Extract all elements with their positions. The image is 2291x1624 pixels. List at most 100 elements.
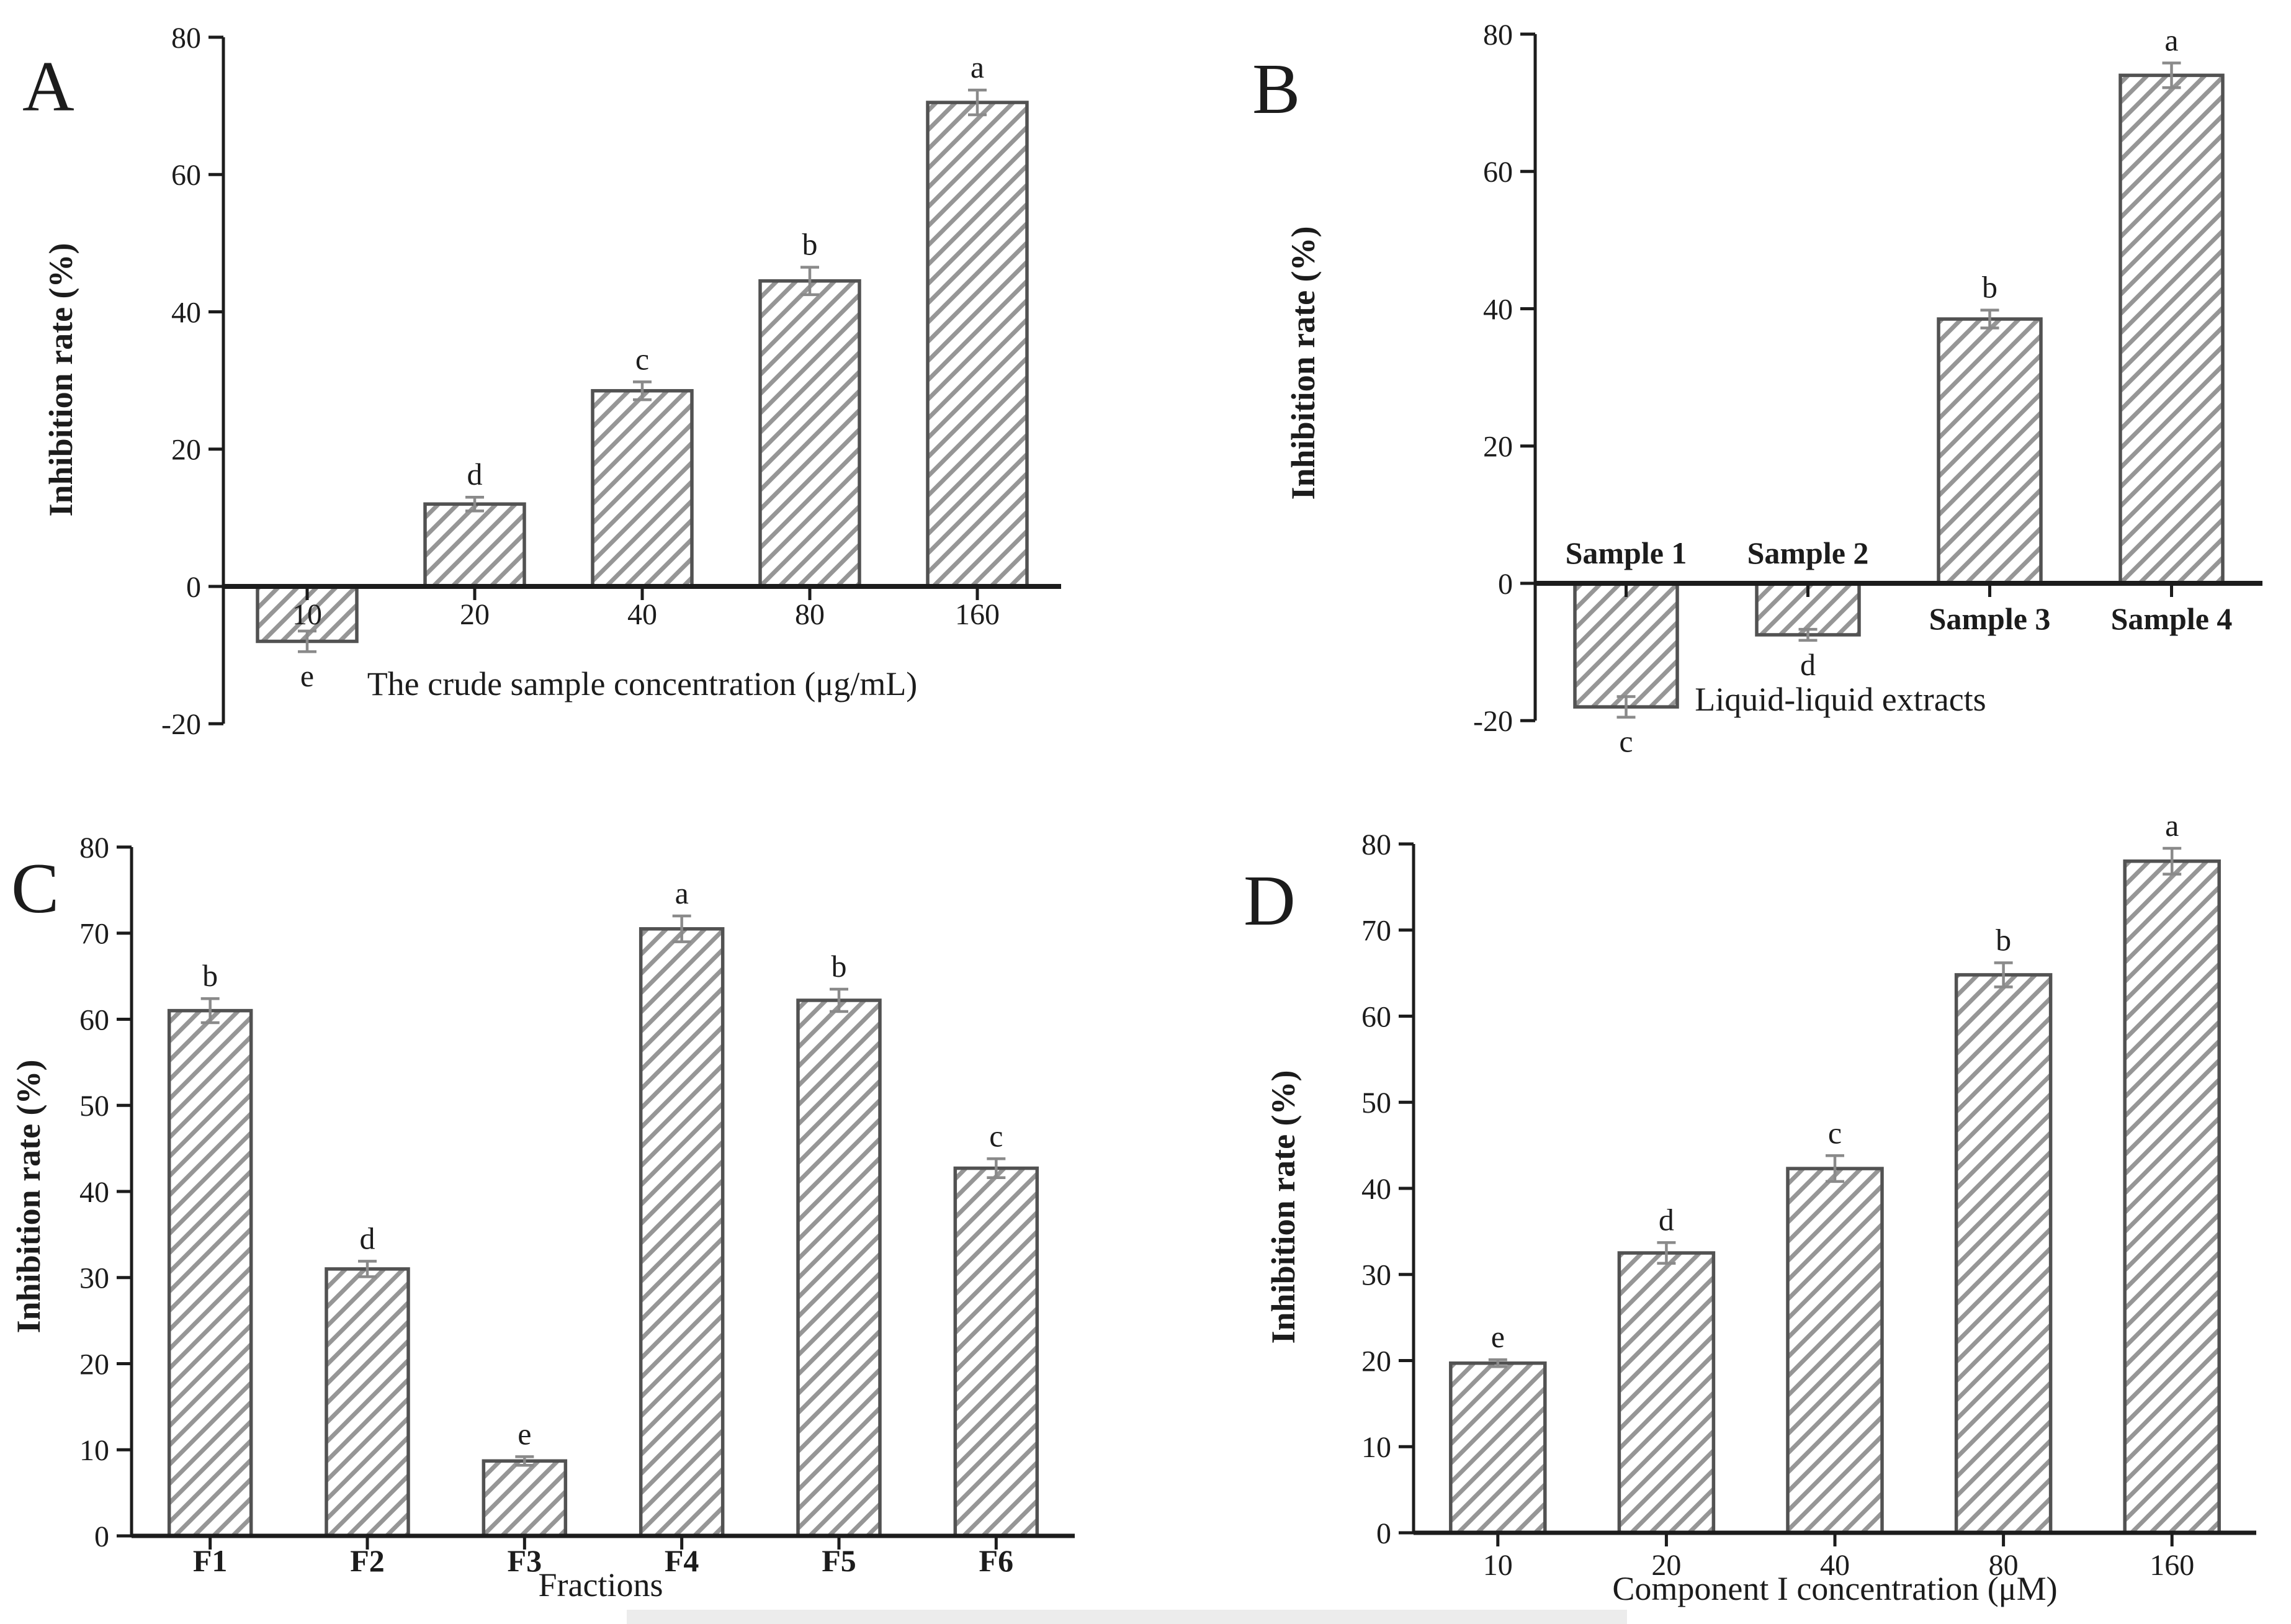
sig-letter-D-2: d (1659, 1202, 1674, 1237)
y-axis-group (1399, 842, 1415, 1535)
sig-letter-D-3: c (1828, 1115, 1842, 1150)
sig-letter-A-1: e (300, 658, 314, 693)
y-tick-label-20: 20 (1361, 1345, 1391, 1378)
category-label-B-2: Sample 2 (1747, 536, 1869, 570)
error-bars-group (1488, 846, 2182, 1368)
chart-panel-a: -20 0 20 40 60 80 10 20 40 80 160 e d c b a Inhibition r… (0, 0, 1146, 807)
bar-D-1 (1449, 1361, 1547, 1535)
sig-letter-C-4: a (675, 876, 689, 910)
y-tick-label-20: 20 (79, 1348, 109, 1381)
panel-letter-D: D (1244, 861, 1296, 941)
x-axis-group (132, 1533, 1075, 1550)
y-tick-label-50: 50 (1361, 1087, 1391, 1119)
y-tick-label-80: 80 (1361, 828, 1391, 861)
chart-panel-b: -20 0 20 40 60 80 Sample 1 Sample 2 Sample 3 Samp… (1146, 0, 2291, 807)
bar-C-4 (639, 927, 725, 1538)
bar-A-4 (758, 279, 861, 588)
y-axis-title-D: Inhibition rate (%) (1265, 1070, 1302, 1344)
chart-panel-c: 0 10 20 30 40 50 60 70 80 F1 F2 F3 F4 F5 F6 b d e a b c Inhib… (0, 807, 1146, 1624)
y-tick-label-60: 60 (171, 159, 201, 192)
y-tick-label-80: 80 (1483, 19, 1513, 52)
y-tick-label-40: 40 (1483, 293, 1513, 326)
y-tick-label-20: 20 (171, 434, 201, 467)
category-label-A-1: 10 (292, 598, 322, 631)
y-tick-label-70: 70 (79, 918, 109, 951)
bar-chart-A: -20 0 20 40 60 80 10 20 40 80 160 e d c b a Inhibition r… (22, 22, 1061, 741)
y-tick-label-0: 0 (1376, 1517, 1391, 1550)
category-label-C-4: F4 (665, 1543, 699, 1578)
y-tick-label-30: 30 (1361, 1259, 1391, 1292)
category-label-A-3: 40 (627, 598, 657, 631)
category-label-B-4: Sample 4 (2111, 601, 2233, 636)
y-tick-label-0: 0 (186, 571, 201, 604)
x-axis-group (223, 584, 1061, 600)
error-bars-group (298, 88, 987, 653)
y-tick-label-60: 60 (1483, 156, 1513, 189)
sig-letter-B-2: d (1800, 647, 1816, 682)
sig-letter-C-2: d (360, 1221, 375, 1255)
bar-B-3 (1937, 317, 2043, 585)
bars-group (1449, 859, 2221, 1535)
y-tick-label-60: 60 (79, 1003, 109, 1036)
sig-letter-D-5: a (2165, 808, 2179, 843)
sig-letter-C-6: c (989, 1118, 1003, 1153)
y-axis-title-B: Inhibition rate (%) (1284, 226, 1322, 500)
category-label-A-5: 160 (955, 598, 1000, 631)
bars-group (167, 927, 1039, 1538)
sig-letter-A-3: c (635, 341, 649, 376)
category-label-D-2: 20 (1651, 1549, 1681, 1582)
bar-D-5 (2123, 859, 2221, 1535)
y-axis-group (117, 845, 133, 1538)
category-label-C-1: F1 (193, 1543, 228, 1578)
sig-letter-C-5: b (832, 949, 847, 984)
bar-D-4 (1954, 973, 2053, 1535)
x-axis-group (1535, 581, 2262, 597)
x-axis-group (1414, 1530, 2256, 1546)
category-label-D-4: 80 (1989, 1549, 2019, 1582)
y-tick-label-80: 80 (79, 832, 109, 864)
bar-chart-C: 0 10 20 30 40 50 60 70 80 F1 F2 F3 F4 F5 F6 b d e a b c Inhib… (10, 832, 1075, 1604)
y-tick-label--20: -20 (1473, 705, 1513, 738)
category-label-B-1: Sample 1 (1566, 536, 1687, 570)
category-label-D-5: 160 (2150, 1549, 2194, 1582)
x-axis-title-A: The crude sample concentration (μg/mL) (367, 665, 918, 702)
y-axis-group (1520, 32, 1537, 722)
bar-C-1 (167, 1008, 253, 1538)
bar-C-5 (796, 998, 882, 1538)
y-tick-label-10: 10 (79, 1434, 109, 1467)
category-label-B-3: Sample 3 (1929, 601, 2051, 636)
panel-letter-C: C (11, 849, 59, 928)
category-label-C-2: F2 (350, 1543, 385, 1578)
bar-B-1 (1573, 581, 1679, 709)
bar-D-3 (1786, 1167, 1884, 1535)
y-tick-label-80: 80 (171, 22, 201, 55)
x-axis-title-D: Component I concentration (μM) (1612, 1570, 2057, 1607)
bar-chart-D: 0 10 20 30 40 50 60 70 80 10 20 40 80 160 e d c b a Inhibit… (1244, 808, 2256, 1607)
category-label-A-2: 20 (460, 598, 490, 631)
category-label-D-1: 10 (1483, 1549, 1513, 1582)
y-tick-label-60: 60 (1361, 1000, 1391, 1033)
y-axis-title-C: Inhibition rate (%) (10, 1059, 47, 1333)
y-tick-label-20: 20 (1483, 431, 1513, 464)
sig-letter-A-2: d (467, 457, 483, 491)
sig-letter-A-4: b (802, 227, 818, 262)
category-label-D-3: 40 (1820, 1549, 1850, 1582)
error-bars-group (200, 914, 1006, 1467)
bars-group (1573, 73, 2225, 709)
category-label-C-6: F6 (979, 1543, 1014, 1578)
bar-A-2 (423, 502, 526, 588)
bar-C-3 (482, 1459, 568, 1538)
y-tick-label-30: 30 (79, 1262, 109, 1295)
bar-C-6 (953, 1166, 1039, 1538)
y-tick-label-70: 70 (1361, 915, 1391, 948)
y-tick-label-0: 0 (1498, 568, 1513, 601)
y-tick-label-50: 50 (79, 1090, 109, 1123)
bar-C-2 (325, 1267, 410, 1538)
category-label-A-4: 80 (795, 598, 825, 631)
bar-A-3 (591, 388, 694, 588)
sig-letter-D-1: e (1491, 1319, 1505, 1354)
x-axis-title-B: Liquid-liquid extracts (1695, 681, 1986, 718)
sig-letter-B-4: a (2164, 22, 2178, 57)
bar-chart-B: -20 0 20 40 60 80 Sample 1 Sample 2 Sample 3 Samp… (1252, 19, 2262, 759)
category-label-C-5: F5 (822, 1543, 856, 1578)
